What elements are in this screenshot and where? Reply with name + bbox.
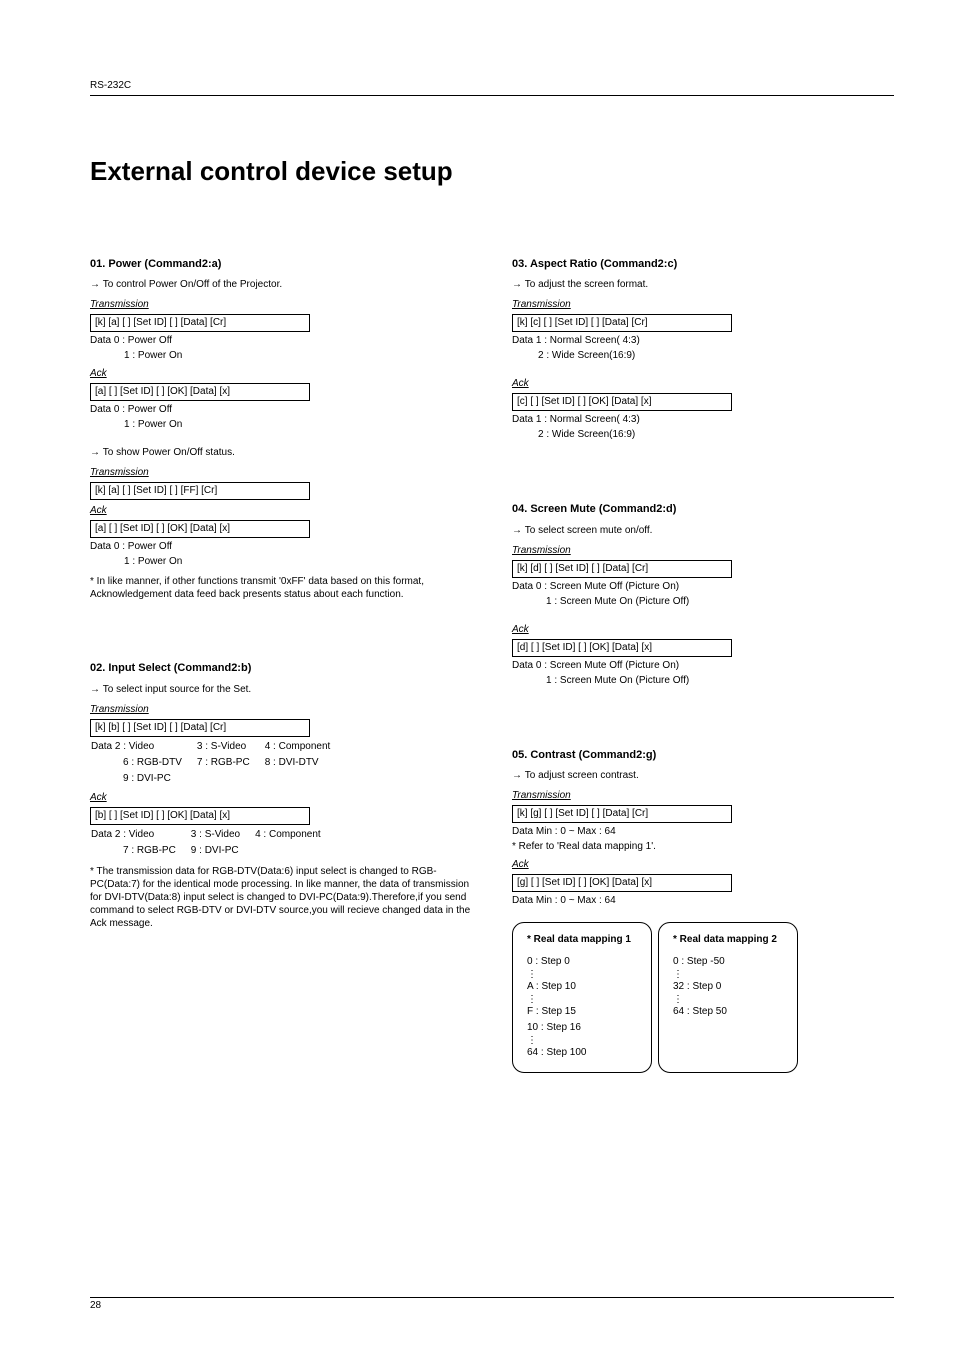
s02-ack-label: Ack <box>90 791 472 805</box>
cell: Data 2 : Video <box>90 739 196 755</box>
s01-trans-cmd: [k] [a] [ ] [Set ID] [ ] [Data] [Cr] <box>90 314 310 332</box>
map2-r2: 32 : Step 0 <box>673 980 783 994</box>
map2-title: * Real data mapping 2 <box>673 933 783 947</box>
page: RS-232C External control device setup 01… <box>0 0 954 1351</box>
s02-trans-grid: Data 2 : Video 3 : S-Video 4 : Component… <box>90 739 344 787</box>
left-column: 01. Power (Command2:a) To control Power … <box>90 257 472 1073</box>
s04-ack-cmd: [d] [ ] [Set ID] [ ] [OK] [Data] [x] <box>512 639 732 657</box>
s03-ack-cmd: [c] [ ] [Set ID] [ ] [OK] [Data] [x] <box>512 393 732 411</box>
s03-desc: To adjust the screen format. <box>512 278 894 292</box>
map1-r4: 10 : Step 16 <box>527 1021 637 1035</box>
s02-ack-cmd: [b] [ ] [Set ID] [ ] [OK] [Data] [x] <box>90 807 310 825</box>
cell: 8 : DVI-DTV <box>264 755 345 771</box>
s04-desc: To select screen mute on/off. <box>512 524 894 538</box>
dots: ⋮ <box>527 1037 637 1044</box>
s03-title: 03. Aspect Ratio (Command2:c) <box>512 257 894 272</box>
s03-trans-label: Transmission <box>512 298 894 312</box>
s05-ack-label: Ack <box>512 858 894 872</box>
s03-trans-cmd: [k] [c] [ ] [Set ID] [ ] [Data] [Cr] <box>512 314 732 332</box>
header-rule <box>90 95 894 96</box>
s01-ack2-label: Ack <box>90 504 472 518</box>
cell: 7 : RGB-PC <box>196 755 264 771</box>
dots: ⋮ <box>527 996 637 1003</box>
s02-desc: To select input source for the Set. <box>90 683 472 697</box>
page-title: External control device setup <box>90 156 894 187</box>
s05-desc: To adjust screen contrast. <box>512 769 894 783</box>
s01-note: * In like manner, if other functions tra… <box>90 575 472 601</box>
s01-ack-d2: 1 : Power On <box>90 418 472 432</box>
s04-title: 04. Screen Mute (Command2:d) <box>512 502 894 517</box>
s01-ack-d1: Data 0 : Power Off <box>90 403 472 417</box>
cell: 7 : RGB-PC <box>90 843 190 859</box>
map1-r2: A : Step 10 <box>527 980 637 994</box>
mapping-wrap: * Real data mapping 1 0 : Step 0 ⋮ A : S… <box>512 922 894 1073</box>
map2-r1: 0 : Step -50 <box>673 955 783 969</box>
map2: * Real data mapping 2 0 : Step -50 ⋮ 32 … <box>658 922 798 1073</box>
map1: * Real data mapping 1 0 : Step 0 ⋮ A : S… <box>512 922 652 1073</box>
cell: 6 : RGB-DTV <box>90 755 196 771</box>
header-label: RS-232C <box>90 80 894 91</box>
dots: ⋮ <box>527 971 637 978</box>
s01-title: 01. Power (Command2:a) <box>90 257 472 272</box>
s05-d1: Data Min : 0 ~ Max : 64 <box>512 825 894 839</box>
cell: 4 : Component <box>264 739 345 755</box>
s04-ad2: 1 : Screen Mute On (Picture Off) <box>512 674 894 688</box>
s05-trans-cmd: [k] [g] [ ] [Set ID] [ ] [Data] [Cr] <box>512 805 732 823</box>
s01-ack2-cmd: [a] [ ] [Set ID] [ ] [OK] [Data] [x] <box>90 520 310 538</box>
s05-title: 05. Contrast (Command2:g) <box>512 748 894 763</box>
s05-ack-cmd: [g] [ ] [Set ID] [ ] [OK] [Data] [x] <box>512 874 732 892</box>
s04-d1: Data 0 : Screen Mute Off (Picture On) <box>512 580 894 594</box>
s03-ad2: 2 : Wide Screen(16:9) <box>512 428 894 442</box>
s03-d1: Data 1 : Normal Screen( 4:3) <box>512 334 894 348</box>
s01-trans2-label: Transmission <box>90 466 472 480</box>
s02-trans-label: Transmission <box>90 703 472 717</box>
s05-trans-label: Transmission <box>512 789 894 803</box>
s02-ack-grid: Data 2 : Video 3 : S-Video 4 : Component… <box>90 827 335 859</box>
s01-ack2-d1: Data 0 : Power Off <box>90 540 472 554</box>
s04-d2: 1 : Screen Mute On (Picture Off) <box>512 595 894 609</box>
cell: 3 : S-Video <box>190 827 254 843</box>
cell: 9 : DVI-PC <box>190 843 254 859</box>
s01-desc2: To show Power On/Off status. <box>90 446 472 460</box>
cell: 4 : Component <box>254 827 335 843</box>
s05-ad1: Data Min : 0 ~ Max : 64 <box>512 894 894 908</box>
footer-rule <box>90 1297 894 1298</box>
s04-ack-label: Ack <box>512 623 894 637</box>
s04-ad1: Data 0 : Screen Mute Off (Picture On) <box>512 659 894 673</box>
s01-desc: To control Power On/Off of the Projector… <box>90 278 472 292</box>
dots: ⋮ <box>673 996 783 1003</box>
s01-ack-label: Ack <box>90 367 472 381</box>
map1-r1: 0 : Step 0 <box>527 955 637 969</box>
s05-d2: * Refer to 'Real data mapping 1'. <box>512 840 894 854</box>
map1-title: * Real data mapping 1 <box>527 933 637 947</box>
page-number: 28 <box>90 1300 894 1311</box>
s01-ack-cmd: [a] [ ] [Set ID] [ ] [OK] [Data] [x] <box>90 383 310 401</box>
s01-trans2-cmd: [k] [a] [ ] [Set ID] [ ] [FF] [Cr] <box>90 482 310 500</box>
dots: ⋮ <box>673 971 783 978</box>
s04-trans-label: Transmission <box>512 544 894 558</box>
map1-r5: 64 : Step 100 <box>527 1046 637 1060</box>
s03-ack-label: Ack <box>512 377 894 391</box>
map2-r3: 64 : Step 50 <box>673 1005 783 1019</box>
right-column: 03. Aspect Ratio (Command2:c) To adjust … <box>512 257 894 1073</box>
s02-note: * The transmission data for RGB-DTV(Data… <box>90 865 472 930</box>
map1-r3: F : Step 15 <box>527 1005 637 1019</box>
s01-trans-d2: 1 : Power On <box>90 349 472 363</box>
footer: 28 <box>90 1297 894 1311</box>
cell: Data 2 : Video <box>90 827 190 843</box>
s01-trans-label: Transmission <box>90 298 472 312</box>
s01-ack2-d2: 1 : Power On <box>90 555 472 569</box>
s03-d2: 2 : Wide Screen(16:9) <box>512 349 894 363</box>
s04-trans-cmd: [k] [d] [ ] [Set ID] [ ] [Data] [Cr] <box>512 560 732 578</box>
s02-title: 02. Input Select (Command2:b) <box>90 661 472 676</box>
s03-ad1: Data 1 : Normal Screen( 4:3) <box>512 413 894 427</box>
cell: 9 : DVI-PC <box>90 771 196 787</box>
columns: 01. Power (Command2:a) To control Power … <box>90 257 894 1073</box>
s02-trans-cmd: [k] [b] [ ] [Set ID] [ ] [Data] [Cr] <box>90 719 310 737</box>
s01-trans-d1: Data 0 : Power Off <box>90 334 472 348</box>
cell: 3 : S-Video <box>196 739 264 755</box>
